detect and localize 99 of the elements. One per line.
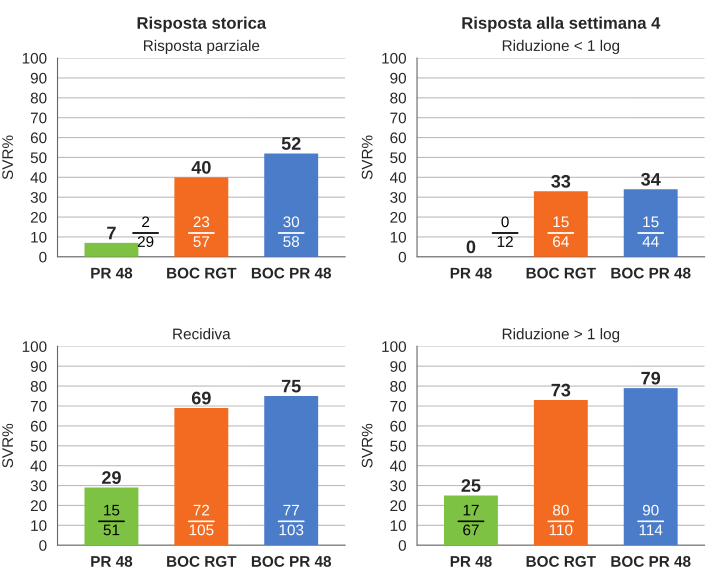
chart-subtitle: Riduzione > 1 log	[502, 328, 620, 342]
annotation: 15 51	[104, 504, 120, 536]
data-label: 52	[282, 137, 301, 150]
bar	[264, 153, 318, 257]
y-tick-label: 40	[390, 460, 406, 472]
y-tick-label: 0	[39, 252, 47, 263]
y-tick-label: 40	[30, 172, 47, 183]
chart-title: Risposta alla settimana 4	[462, 16, 660, 32]
y-tick-label: 100	[382, 52, 406, 64]
y-tick-label: 30	[390, 480, 406, 492]
y-tick-label: 70	[390, 400, 406, 412]
bar	[264, 396, 318, 546]
y-tick-label: 90	[390, 72, 406, 84]
data-label: 25	[462, 479, 480, 492]
y-tick-label: 100	[382, 341, 406, 352]
y-tick-label: 100	[22, 341, 47, 352]
annotation: 17 67	[463, 504, 479, 536]
y-tick-label: 70	[30, 400, 47, 412]
chart-subtitle: Recidiva	[173, 328, 231, 340]
x-tick-label: BOC PR 48	[611, 268, 691, 278]
y-tick-label: 50	[390, 152, 406, 164]
bar	[174, 177, 228, 257]
data-label: 75	[282, 380, 301, 392]
y-tick-label: 40	[390, 172, 406, 183]
y-axis-title: SVR%	[362, 424, 373, 468]
data-label: 79	[641, 372, 660, 385]
bar	[84, 242, 138, 257]
y-tick-label: 100	[22, 52, 47, 64]
y-tick-label: 60	[30, 420, 47, 432]
bar	[534, 400, 588, 546]
y-tick-label: 20	[30, 500, 47, 512]
annotation: 15 44	[642, 216, 659, 247]
x-tick-label: PR 48	[450, 268, 492, 278]
chart-subtitle: Risposta parziale	[144, 40, 260, 54]
x-tick-label: BOC RGT	[526, 268, 596, 278]
y-tick-label: 80	[30, 92, 47, 104]
y-tick-label: 80	[30, 380, 47, 392]
chart-subtitle: Riduzione < 1 log	[502, 40, 620, 54]
y-tick-label: 20	[30, 212, 47, 223]
y-tick-label: 50	[390, 440, 406, 452]
annotation: 77 103	[280, 504, 304, 536]
y-tick-label: 80	[390, 92, 406, 104]
data-label: 0	[466, 240, 476, 254]
y-tick-label: 10	[390, 232, 406, 243]
y-tick-label: 60	[30, 132, 47, 144]
y-tick-label: 50	[30, 440, 47, 452]
y-tick-label: 30	[30, 192, 47, 203]
x-tick-label: PR 48	[450, 556, 492, 567]
chart-title: Risposta storica	[138, 16, 266, 32]
y-tick-label: 40	[30, 460, 47, 472]
y-tick-label: 10	[31, 232, 47, 243]
bar	[624, 388, 678, 546]
y-tick-label: 70	[30, 112, 47, 124]
y-axis-title: SVR%	[2, 135, 14, 180]
y-tick-label: 0	[39, 540, 47, 551]
x-tick-label: BOC PR 48	[611, 556, 691, 567]
y-axis-title: SVR%	[362, 135, 373, 180]
data-label: 29	[102, 471, 121, 484]
annotation: 80 110	[550, 504, 572, 536]
annotation: 23 57	[193, 216, 210, 247]
data-label: 7	[107, 226, 116, 240]
annotation: 15 64	[553, 216, 569, 247]
y-tick-label: 20	[390, 212, 406, 223]
x-tick-label: BOC PR 48	[252, 556, 332, 567]
y-tick-label: 10	[31, 520, 47, 531]
y-tick-label: 60	[390, 132, 406, 144]
y-tick-label: 80	[390, 380, 406, 392]
annotation: 2 29	[138, 216, 154, 247]
x-tick-label: BOC RGT	[167, 556, 236, 567]
y-tick-label: 20	[390, 500, 406, 512]
y-tick-label: 30	[390, 192, 406, 203]
y-tick-label: 90	[390, 361, 406, 372]
annotation: 72 105	[190, 504, 214, 536]
y-tick-label: 10	[390, 520, 406, 531]
bar	[444, 495, 498, 546]
x-tick-label: PR 48	[91, 556, 132, 567]
bar	[174, 408, 228, 546]
y-tick-label: 90	[30, 72, 47, 84]
data-label: 40	[192, 160, 211, 174]
y-tick-label: 70	[390, 112, 406, 124]
y-tick-label: 50	[30, 152, 47, 164]
y-tick-label: 30	[30, 480, 47, 492]
data-label: 73	[552, 384, 570, 396]
data-label: 34	[641, 172, 661, 186]
y-tick-label: 0	[398, 252, 406, 263]
annotation: 90 114	[640, 504, 662, 536]
annotation: 0 12	[498, 216, 513, 247]
x-tick-label: BOC RGT	[167, 268, 236, 278]
annotation: 30 58	[283, 216, 300, 247]
bar	[84, 488, 138, 546]
data-label: 69	[192, 392, 211, 404]
y-tick-label: 90	[30, 361, 47, 372]
data-label: 33	[551, 174, 570, 188]
y-axis-title: SVR%	[2, 424, 14, 468]
y-tick-label: 60	[390, 420, 406, 432]
x-tick-label: BOC RGT	[526, 556, 596, 567]
y-tick-label: 0	[398, 540, 406, 551]
x-tick-label: PR 48	[91, 268, 132, 278]
x-tick-label: BOC PR 48	[252, 268, 332, 278]
